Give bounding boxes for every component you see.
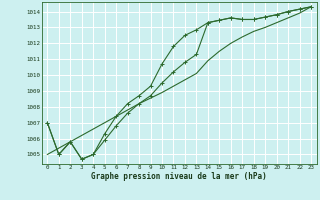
X-axis label: Graphe pression niveau de la mer (hPa): Graphe pression niveau de la mer (hPa) — [91, 172, 267, 181]
